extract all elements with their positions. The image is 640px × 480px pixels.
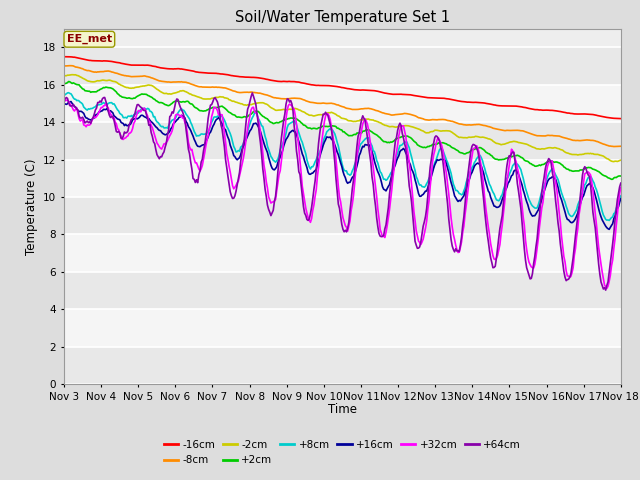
Bar	[64, 85, 621, 122]
Bar	[64, 347, 621, 384]
Legend: -16cm, -8cm, -2cm, +2cm, +8cm, +16cm, +32cm, +64cm: -16cm, -8cm, -2cm, +2cm, +8cm, +16cm, +3…	[159, 436, 525, 469]
Bar	[64, 122, 621, 160]
Bar	[64, 160, 621, 197]
Bar	[64, 234, 621, 272]
Bar	[64, 197, 621, 234]
X-axis label: Time: Time	[328, 403, 357, 416]
Title: Soil/Water Temperature Set 1: Soil/Water Temperature Set 1	[235, 10, 450, 25]
Bar	[64, 272, 621, 309]
Text: EE_met: EE_met	[67, 34, 112, 44]
Y-axis label: Temperature (C): Temperature (C)	[24, 158, 38, 255]
Bar	[64, 48, 621, 85]
Bar	[64, 309, 621, 347]
